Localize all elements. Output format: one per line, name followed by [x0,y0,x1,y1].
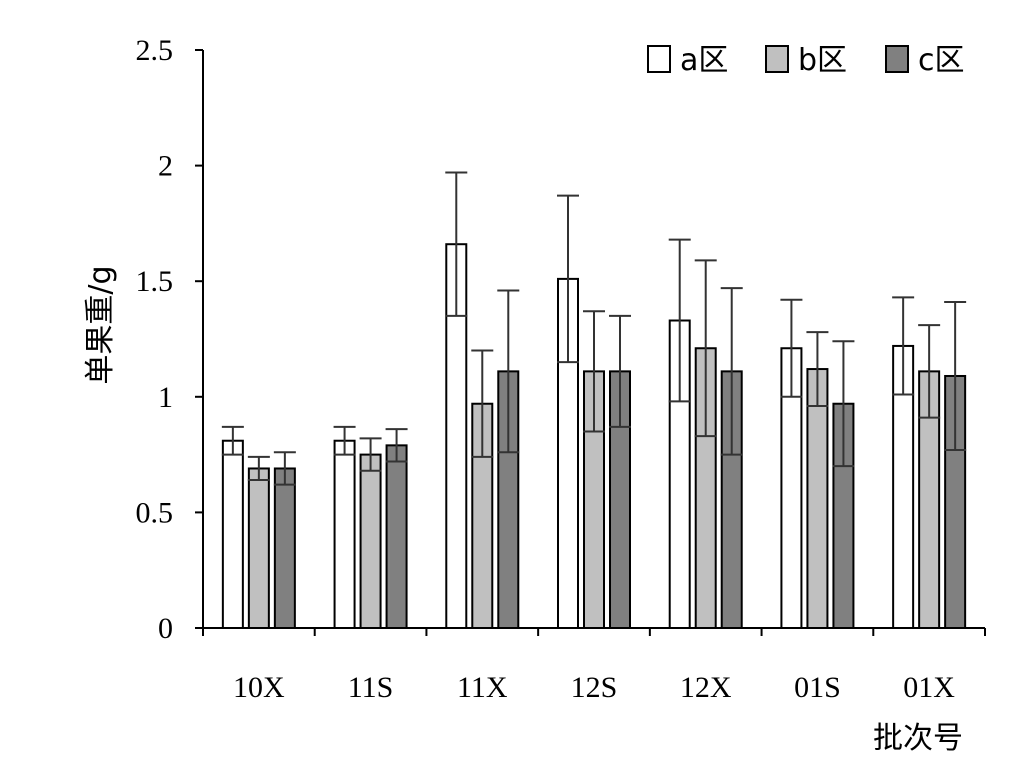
bar [247,467,270,629]
y-tick-label: 1 [158,381,173,414]
legend: a区 b区 c区 [647,43,965,78]
y-tick-label: 1.5 [136,265,174,298]
x-tick-label: 11S [348,671,394,704]
y-tick-label: 2.5 [136,34,174,67]
x-tick-label: 11X [457,671,508,704]
bars-layer [221,171,967,629]
bar [806,368,829,629]
x-tick-label: 01S [794,671,841,704]
x-tick-label: 12X [680,671,732,704]
legend-label: c区 [918,43,965,78]
legend-swatch [885,45,909,73]
y-tick-label: 0 [158,612,173,645]
x-axis-title: 批次号 [873,721,963,756]
legend-swatch [647,45,671,73]
legend-label: a区 [680,43,728,78]
bar [221,439,244,629]
axes-layer [195,49,986,636]
x-tick-label: 12S [571,671,618,704]
y-axis-title: 单果重/g [83,265,118,384]
labels-layer: 0 0.5 1 1.5 2 2.5 10X 11S 11X 12S 12X 01S 01X 批次号 单果重/… [83,34,963,756]
bar [273,467,296,629]
legend-label: b区 [798,43,847,78]
x-tick-label: 01X [903,671,955,704]
y-tick-label: 2 [158,150,173,183]
x-tick-label: 10X [233,671,285,704]
bar [333,439,356,629]
bar [385,444,408,629]
y-tick-label: 0.5 [136,496,174,529]
legend-swatch [765,45,789,73]
bar [359,453,382,629]
